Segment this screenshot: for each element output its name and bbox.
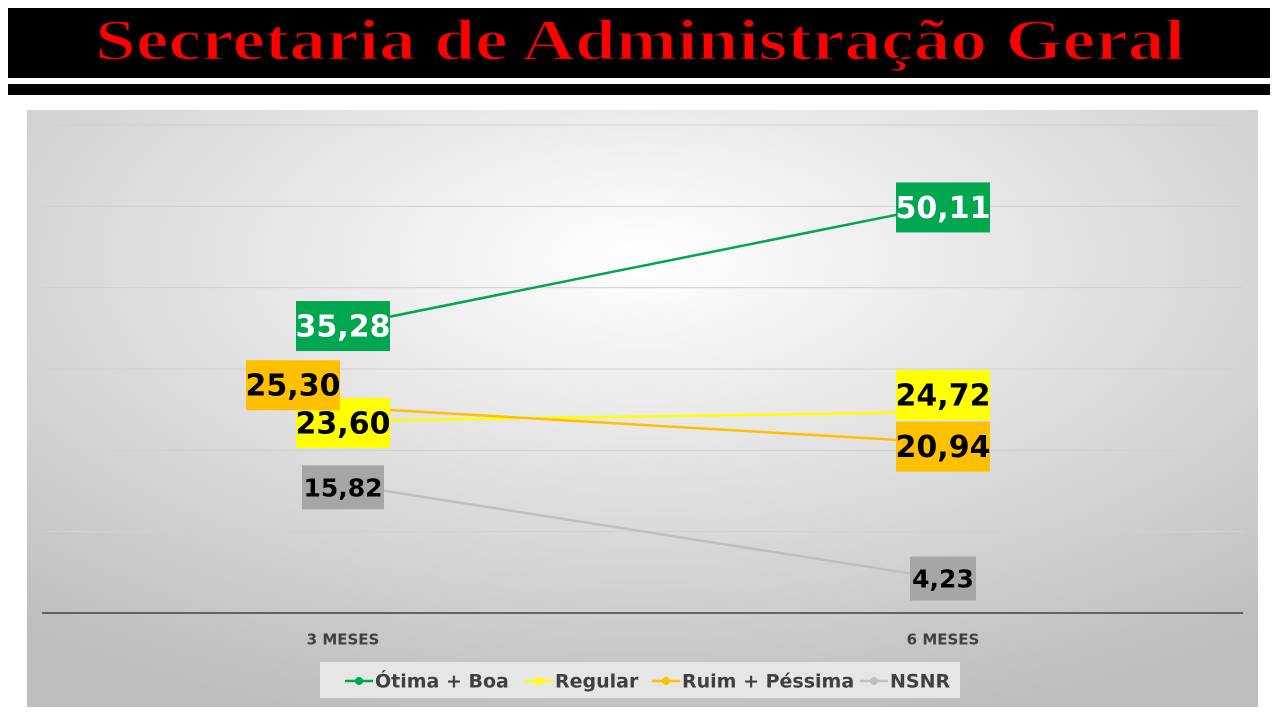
title-rule	[8, 84, 1270, 95]
data-label: 20,94	[896, 430, 991, 465]
data-label: 35,28	[296, 310, 391, 345]
data-label: 23,60	[296, 407, 391, 442]
title-band	[8, 8, 1270, 78]
legend-label: Ótima + Boa	[375, 669, 509, 693]
data-label-box	[296, 301, 390, 352]
data-label: 50,11	[896, 191, 991, 226]
legend-marker	[870, 677, 878, 685]
legend-marker	[662, 677, 670, 685]
data-label-box	[896, 421, 990, 472]
x-tick-label: 6 MESES	[907, 631, 980, 649]
slide-title: Secretaria de Administração Geral	[95, 7, 1185, 72]
data-label-box	[896, 369, 990, 420]
data-label: 24,72	[896, 378, 991, 413]
chart-area	[27, 110, 1258, 707]
series-line	[342, 405, 944, 444]
series-line	[342, 204, 944, 328]
data-label: 25,30	[246, 369, 341, 404]
x-tick-label: 3 MESES	[307, 631, 380, 649]
data-label-box	[896, 182, 990, 233]
data-label-box	[246, 360, 340, 411]
legend-label: Regular	[555, 671, 639, 693]
series-line	[342, 410, 944, 423]
legend-marker	[355, 677, 363, 685]
legend	[320, 662, 960, 698]
data-label: 4,23	[912, 565, 974, 594]
data-label-box	[302, 465, 384, 510]
data-label-box	[910, 556, 976, 601]
legend-label: NSNR	[890, 671, 950, 693]
series-line	[342, 483, 944, 580]
legend-label: Ruim + Péssima	[682, 671, 854, 693]
data-label: 15,82	[303, 473, 382, 502]
legend-marker	[535, 677, 543, 685]
